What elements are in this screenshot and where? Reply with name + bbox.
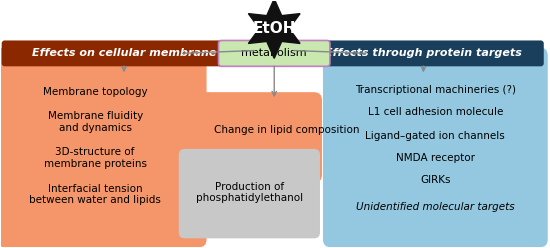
Text: Interfacial tension
between water and lipids: Interfacial tension between water and li… [29, 184, 161, 205]
Text: NMDA receptor: NMDA receptor [396, 153, 475, 163]
Text: Effects on cellular membrane: Effects on cellular membrane [32, 48, 216, 58]
Text: Membrane topology: Membrane topology [43, 87, 147, 97]
FancyBboxPatch shape [179, 149, 320, 238]
Text: Effects through protein targets: Effects through protein targets [325, 48, 522, 58]
FancyBboxPatch shape [2, 40, 246, 66]
FancyBboxPatch shape [304, 40, 544, 66]
FancyBboxPatch shape [323, 47, 548, 247]
Text: 3D-structure of
membrane proteins: 3D-structure of membrane proteins [43, 147, 147, 169]
Text: Transcriptional machineries (?): Transcriptional machineries (?) [355, 85, 516, 95]
Text: Ligand–gated ion channels: Ligand–gated ion channels [365, 131, 505, 141]
Text: metabolism: metabolism [241, 48, 307, 58]
FancyBboxPatch shape [162, 92, 322, 183]
Polygon shape [249, 0, 300, 58]
FancyBboxPatch shape [218, 40, 330, 66]
Text: Change in lipid composition: Change in lipid composition [214, 125, 360, 135]
Text: GIRKs: GIRKs [420, 175, 450, 185]
FancyBboxPatch shape [0, 47, 207, 247]
Text: Unidentified molecular targets: Unidentified molecular targets [356, 202, 515, 212]
Text: L1 cell adhesion molecule: L1 cell adhesion molecule [367, 107, 503, 117]
Text: EtOH: EtOH [252, 21, 296, 36]
Text: Production of
phosphatidylethanol: Production of phosphatidylethanol [196, 182, 303, 203]
Text: Membrane fluidity
and dynamics: Membrane fluidity and dynamics [47, 111, 143, 133]
